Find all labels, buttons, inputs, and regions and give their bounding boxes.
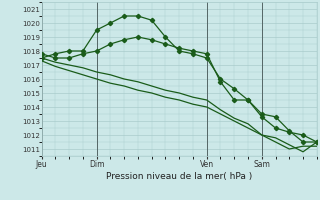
X-axis label: Pression niveau de la mer( hPa ): Pression niveau de la mer( hPa ): [106, 172, 252, 181]
